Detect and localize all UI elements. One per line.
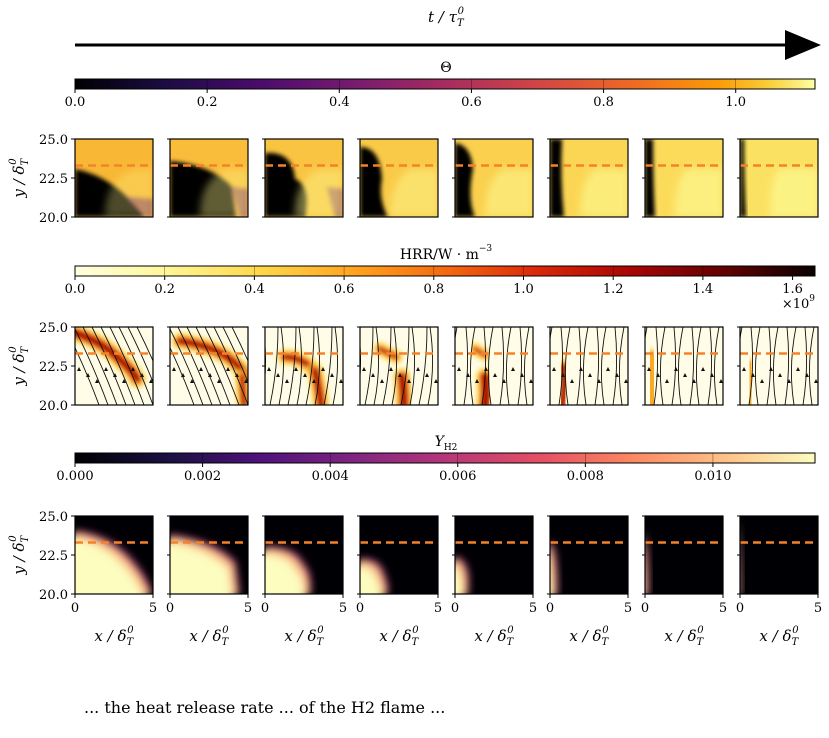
- y-axis-label: y / δT0: [8, 345, 31, 386]
- y-axis-label: y / δT0: [8, 534, 31, 575]
- colorbar-tick-label: 0.004: [312, 469, 349, 484]
- panel-3: [262, 138, 344, 218]
- colorbar-label: HRR/W · m−3: [400, 244, 493, 263]
- panel-1: [72, 138, 154, 218]
- x-tick-label: 5: [529, 601, 537, 616]
- y-tick-label: 20.0: [39, 588, 68, 603]
- x-axis-label: x / δT0: [94, 625, 134, 648]
- y-tick-label: 25.0: [39, 510, 68, 525]
- colorbar-label: YH2: [435, 434, 458, 453]
- colorbar-tick-label: 0.2: [197, 95, 218, 110]
- colorbar-tick-label: 0.4: [244, 282, 265, 297]
- panel-5: 0 5 x / δT0: [451, 515, 537, 648]
- panel-6: [547, 326, 629, 406]
- colorbar-tick-label: 0.0: [65, 95, 86, 110]
- panel-3: [262, 326, 344, 406]
- panel-4: 0 5 x / δT0: [356, 515, 442, 648]
- y-axis-label: y / δT0: [8, 157, 31, 198]
- panel-2: [167, 326, 249, 406]
- colorbar-tick-label: 1.0: [513, 282, 534, 297]
- x-tick-label: 0: [641, 601, 649, 616]
- y-tick-label: 25.0: [39, 321, 68, 336]
- panel-7: [642, 138, 724, 218]
- panel-7: [642, 326, 724, 406]
- colorbar-tick-label: 0.8: [423, 282, 444, 297]
- colorbar-tick-label: 0.2: [154, 282, 175, 297]
- time-axis-label: t / τT0: [428, 6, 465, 29]
- x-axis-label: x / δT0: [284, 625, 324, 648]
- colorbar: [74, 265, 816, 277]
- figure-caption: ... the heat release rate ... of the H2 …: [84, 698, 446, 717]
- colorbar-tick-label: 0.002: [184, 469, 221, 484]
- x-tick-label: 5: [719, 601, 727, 616]
- x-axis-label: x / δT0: [189, 625, 229, 648]
- panel-1: [72, 326, 154, 406]
- panel-8: [737, 326, 819, 406]
- x-tick-label: 5: [814, 601, 822, 616]
- y-tick-label: 20.0: [39, 211, 68, 226]
- panel-2: 0 5 x / δT0: [166, 515, 252, 648]
- x-tick-label: 5: [149, 601, 157, 616]
- x-tick-label: 0: [546, 601, 554, 616]
- y-tick-label: 22.5: [39, 172, 68, 187]
- x-axis-label: x / δT0: [474, 625, 514, 648]
- colorbar: [74, 452, 816, 464]
- colorbar-tick-label: 1.4: [693, 282, 714, 297]
- temperature-row: Θ 0.0 0.2 0.4 0.6 0.8 1.0 y / δT0 20.0 22.5 25.0: [8, 60, 819, 226]
- x-axis-label: x / δT0: [664, 625, 704, 648]
- colorbar-tick-label: 0.4: [329, 95, 350, 110]
- colorbar-label: Θ: [440, 60, 451, 76]
- y-tick-label: 25.0: [39, 133, 68, 148]
- panel-3: 0 5 x / δT0: [261, 515, 347, 648]
- panel-5: [452, 138, 534, 218]
- x-tick-label: 5: [624, 601, 632, 616]
- colorbar-tick-label: 1.2: [603, 282, 624, 297]
- colorbar-tick-label: 0.8: [593, 95, 614, 110]
- panel-1: 0 5 x / δT0: [71, 515, 157, 648]
- x-tick-label: 0: [166, 601, 174, 616]
- panel-8: [737, 138, 819, 218]
- y-tick-label: 22.5: [39, 360, 68, 375]
- x-axis-label: x / δT0: [569, 625, 609, 648]
- panel-4: [357, 138, 439, 218]
- x-tick-label: 5: [339, 601, 347, 616]
- panel-6: 0 5 x / δT0: [546, 515, 632, 648]
- x-tick-label: 5: [244, 601, 252, 616]
- colorbar-tick-label: 1.6: [782, 282, 803, 297]
- x-tick-label: 0: [71, 601, 79, 616]
- hrr-row: HRR/W · m−3 0.0 0.2 0.4 0.6 0.8 1.0 1.2 1.4 1.6×1…: [8, 244, 819, 414]
- colorbar-tick-label: 0.6: [334, 282, 355, 297]
- x-tick-label: 0: [356, 601, 364, 616]
- time-axis: t / τT0: [75, 6, 821, 60]
- h2-row: YH2 0.000 0.002 0.004 0.006 0.008 0.010 y / δT0…: [8, 434, 822, 648]
- x-axis-label: x / δT0: [379, 625, 419, 648]
- x-tick-label: 0: [451, 601, 459, 616]
- panel-5: [452, 326, 534, 406]
- colorbar-multiplier: ×109: [782, 294, 815, 312]
- colorbar-tick-label: 0.0: [65, 282, 86, 297]
- colorbar-tick-label: 1.0: [725, 95, 746, 110]
- x-tick-label: 0: [261, 601, 269, 616]
- colorbar-tick-label: 0.006: [439, 469, 476, 484]
- colorbar: [74, 78, 816, 90]
- colorbar-tick-label: 0.6: [461, 95, 482, 110]
- colorbar-tick-label: 0.000: [56, 469, 93, 484]
- x-tick-label: 0: [736, 601, 744, 616]
- y-tick-label: 20.0: [39, 399, 68, 414]
- figure-rows: Θ0.0 0.2 0.4 0.6 0.8 1.0y / δT020.022.525.0HR…: [8, 60, 822, 648]
- x-tick-label: 5: [434, 601, 442, 616]
- panel-2: [167, 138, 249, 218]
- colorbar-tick-label: 0.010: [694, 469, 731, 484]
- y-tick-label: 22.5: [39, 549, 68, 564]
- panel-8: 0 5 x / δT0: [736, 515, 822, 648]
- panel-6: [547, 138, 629, 218]
- colorbar-tick-label: 0.008: [567, 469, 604, 484]
- x-axis-label: x / δT0: [759, 625, 799, 648]
- panel-7: 0 5 x / δT0: [641, 515, 727, 648]
- panel-4: [357, 326, 439, 406]
